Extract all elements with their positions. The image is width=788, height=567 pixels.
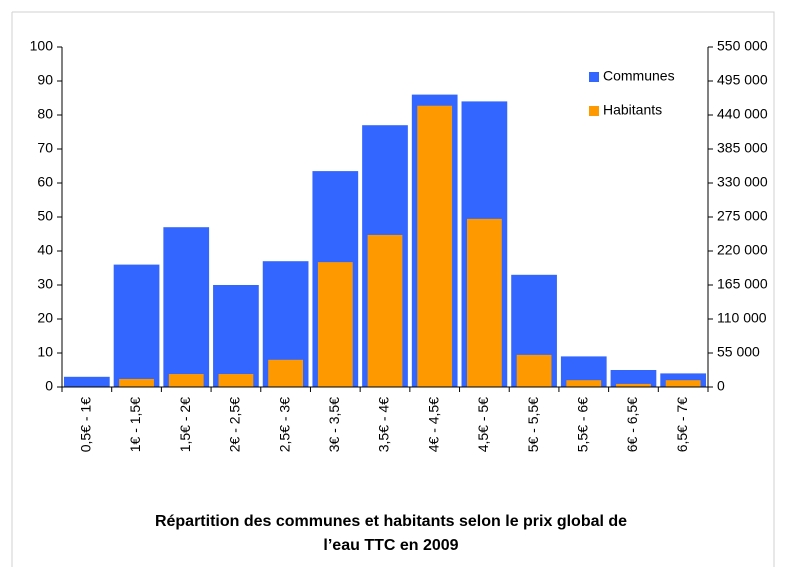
legend-label: Habitants: [603, 102, 662, 118]
bar: [168, 374, 204, 387]
bar: [616, 383, 651, 387]
frame: [12, 11, 775, 567]
y2-tick-label: 165 000: [717, 276, 768, 292]
legend-box: [580, 60, 702, 126]
y-tick-label: 100: [30, 38, 54, 54]
bar: [516, 354, 552, 387]
bar: [466, 218, 502, 387]
bar: [566, 380, 602, 387]
x-tick-label: 2,5€ - 3€: [276, 397, 292, 452]
y-tick-label: 40: [37, 242, 53, 258]
bar: [610, 370, 657, 387]
y2-tick-label: 55 000: [717, 344, 760, 360]
bar: [163, 227, 210, 387]
y2-tick-label: 495 000: [717, 72, 768, 88]
y2-tick-label: 550 000: [717, 38, 768, 54]
x-tick-label: 6€ - 6,5€: [624, 397, 640, 452]
y2-tick-label: 275 000: [717, 208, 768, 224]
bar: [218, 374, 254, 387]
bar: [113, 264, 160, 387]
y2-tick-label: 110 000: [717, 310, 767, 326]
y-tick-label: 50: [37, 208, 53, 224]
bar: [367, 234, 403, 387]
bar: [417, 105, 453, 388]
y-tick-label: 30: [37, 276, 53, 292]
y2-tick-label: 385 000: [717, 140, 768, 156]
bar: [665, 380, 701, 387]
x-tick-label: 4,5€ - 5€: [475, 397, 491, 452]
x-tick-label: 4€ - 4,5€: [425, 397, 441, 452]
x-tick-label: 1,5€ - 2€: [177, 397, 193, 452]
legend-marker: [589, 72, 599, 82]
legend-label: Communes: [603, 68, 675, 84]
x-tick-label: 3,5€ - 4€: [376, 397, 392, 452]
y2-tick-label: 0: [717, 378, 725, 394]
y-tick-label: 80: [37, 106, 53, 122]
x-tick-label: 0,5€ - 1€: [78, 397, 94, 452]
y-tick-label: 20: [37, 310, 53, 326]
x-tick-label: 6,5€ - 7€: [674, 397, 690, 452]
legend-marker: [589, 106, 599, 116]
y2-tick-label: 330 000: [717, 174, 768, 190]
y2-tick-label: 220 000: [717, 242, 768, 258]
bar: [268, 359, 304, 387]
bar: [317, 262, 353, 387]
x-tick-label: 5€ - 5,5€: [525, 397, 541, 452]
y2-tick-label: 440 000: [717, 106, 768, 122]
x-tick-label: 2€ - 2,5€: [227, 397, 243, 452]
y-tick-label: 90: [37, 72, 53, 88]
chart-title: l’eau TTC en 2009: [323, 537, 458, 554]
y-tick-label: 70: [37, 140, 53, 156]
x-tick-label: 3€ - 3,5€: [326, 397, 342, 452]
bar: [63, 376, 110, 387]
bar: [119, 378, 154, 387]
bar: [213, 285, 259, 387]
x-tick-label: 5,5€ - 6€: [574, 397, 590, 452]
y-tick-label: 60: [37, 174, 53, 190]
y-tick-label: 0: [45, 378, 53, 394]
x-tick-label: 1€ - 1,5€: [127, 397, 143, 452]
y-tick-label: 10: [37, 344, 53, 360]
chart-title: Répartition des communes et habitants se…: [155, 513, 627, 530]
